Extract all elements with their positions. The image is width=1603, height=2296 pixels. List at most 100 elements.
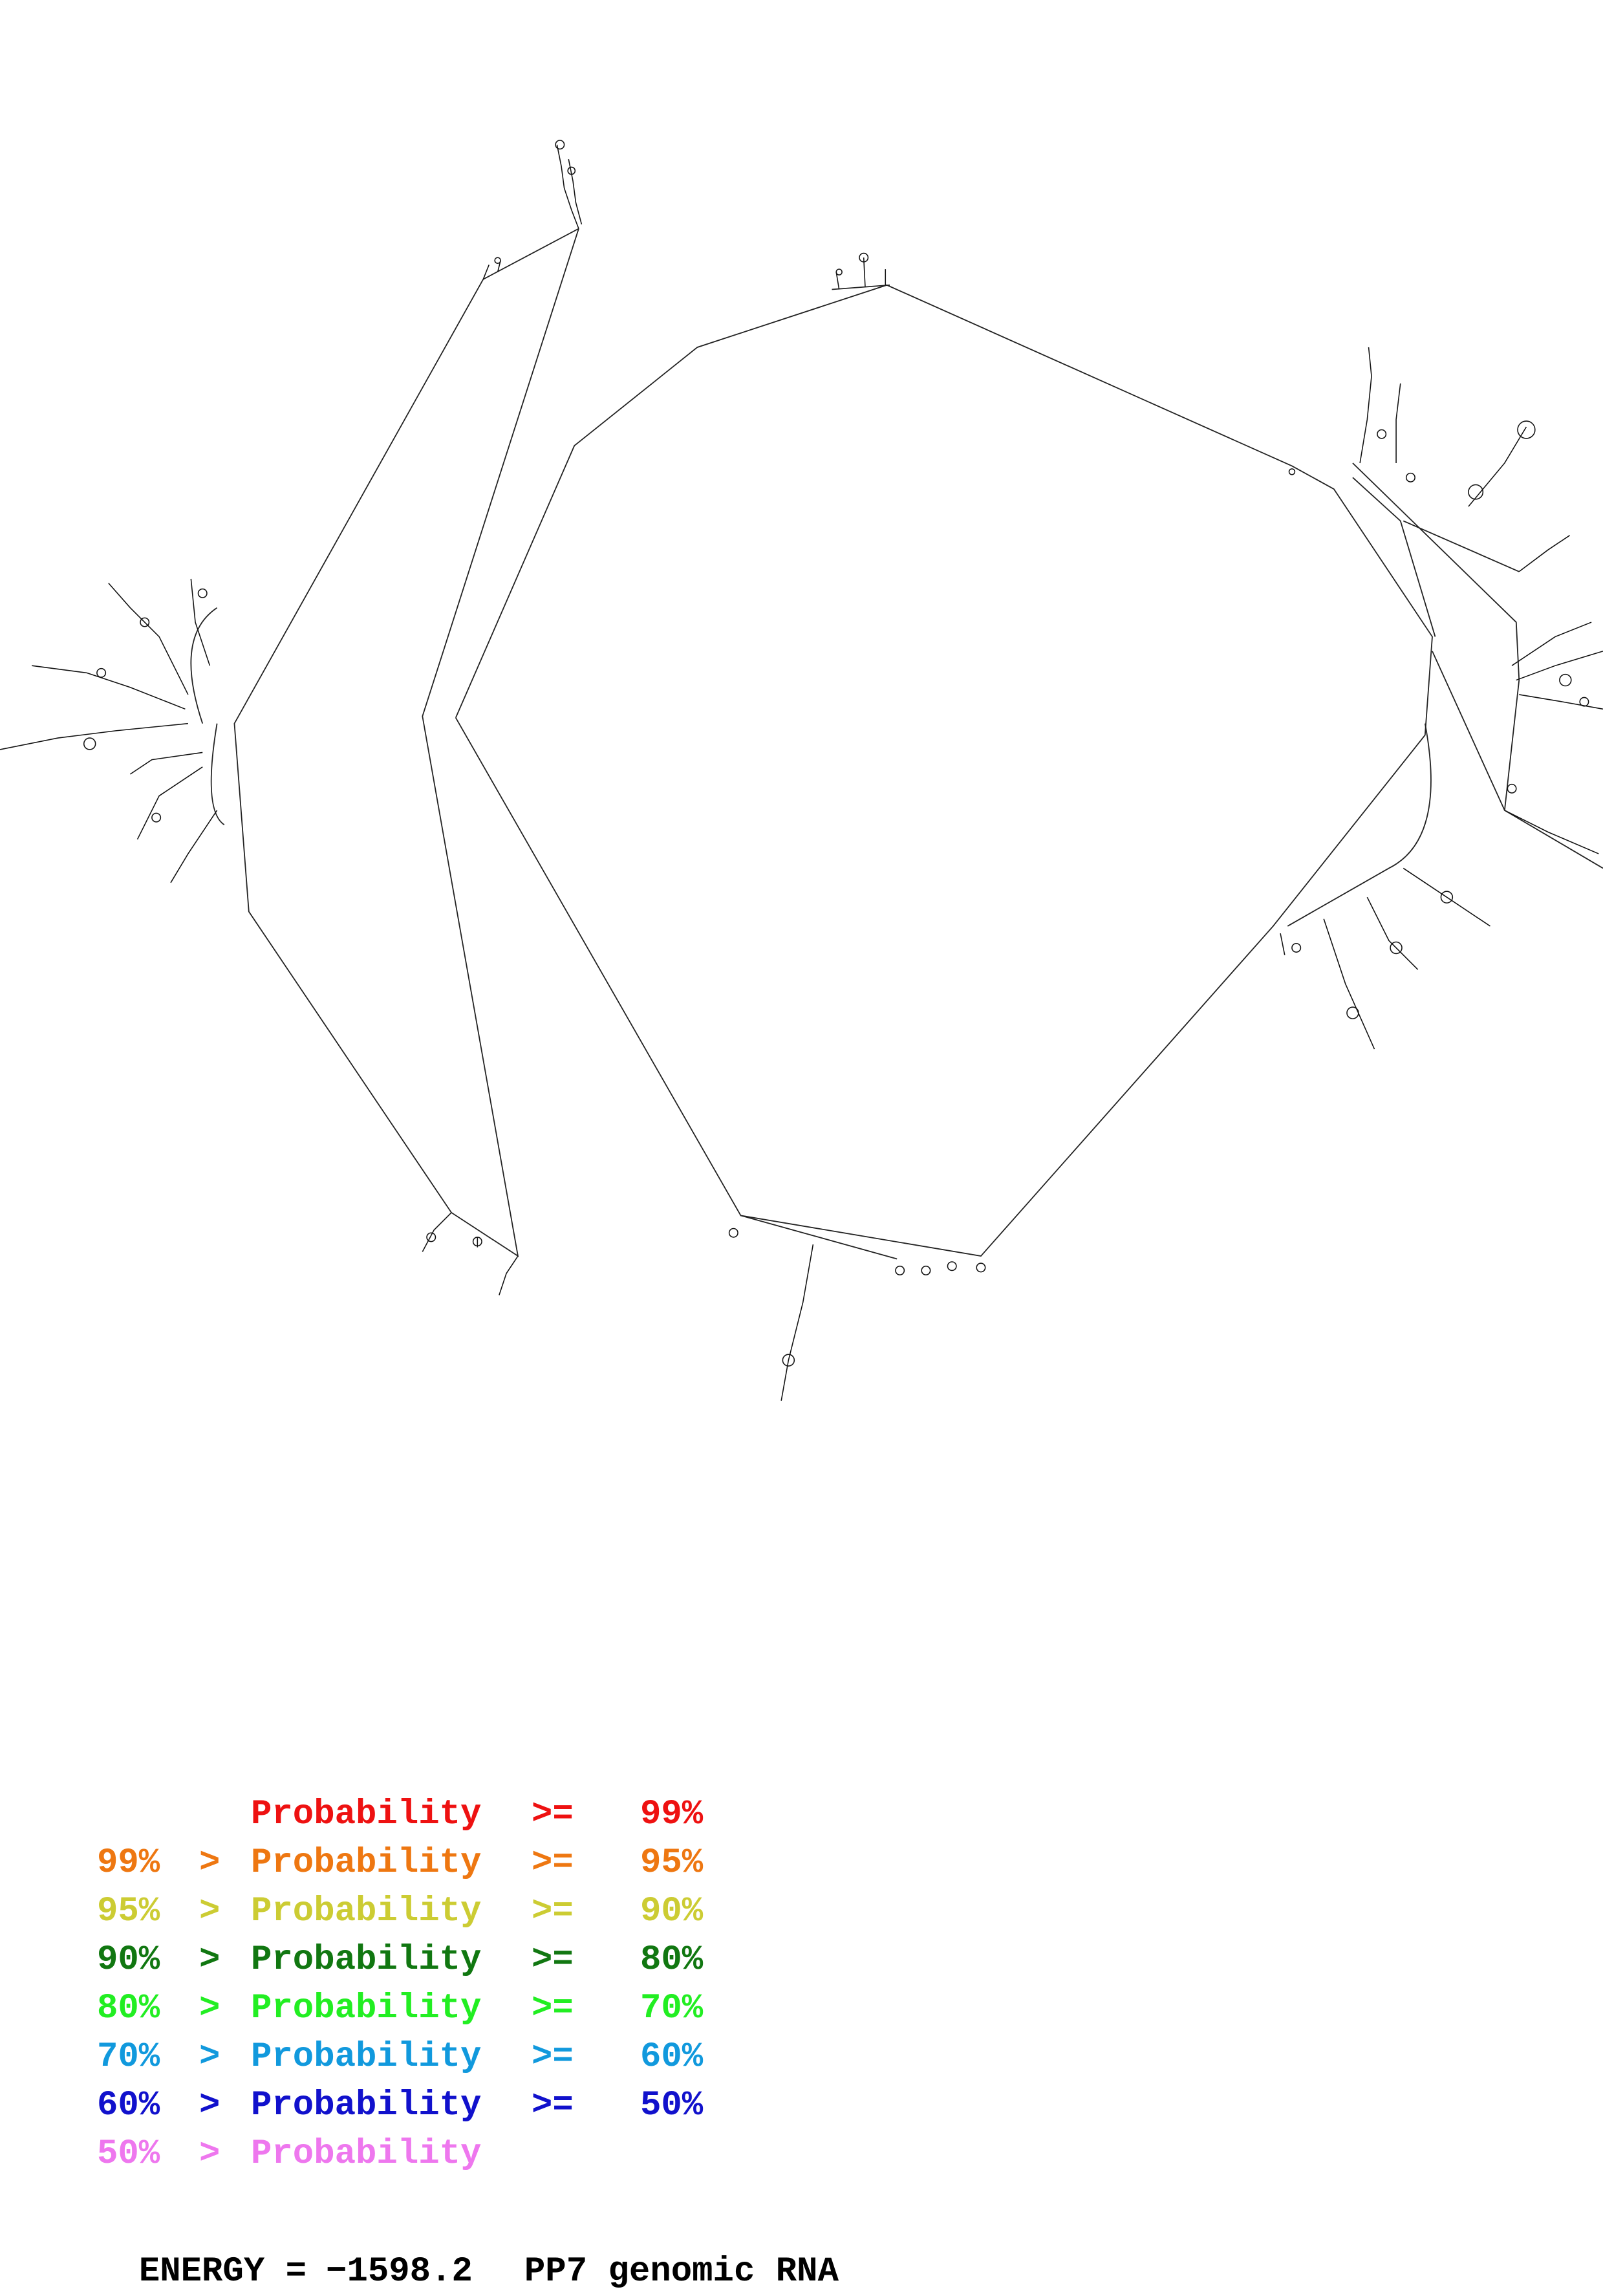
legend-ge-sign: >= bbox=[532, 1989, 574, 2028]
legend-row: 90% > Probability >= 80% bbox=[97, 1936, 1002, 1984]
legend-lower-bound: 60% bbox=[97, 2086, 160, 2125]
hairpin-stem bbox=[1395, 383, 1401, 463]
hairpin-loop bbox=[728, 1228, 738, 1238]
rna-secondary-structure-diagram bbox=[0, 140, 1603, 1401]
hairpin-stem bbox=[1323, 918, 1375, 1050]
hairpin-stem bbox=[422, 1212, 452, 1252]
backbone-line bbox=[210, 723, 225, 826]
hairpin-stem bbox=[190, 578, 211, 666]
legend-greater-sign: > bbox=[199, 2086, 221, 2125]
hairpin-loop bbox=[835, 268, 843, 276]
legend-upper-bound: 95% bbox=[640, 1843, 704, 1883]
hairpin-stem bbox=[1403, 867, 1490, 927]
legend-row: 99% > Probability >= 95% bbox=[97, 1839, 1002, 1887]
hairpin-stem bbox=[1511, 622, 1592, 666]
hairpin-stem bbox=[499, 1255, 519, 1295]
hairpin-loop bbox=[1377, 429, 1387, 439]
legend-greater-sign: > bbox=[199, 2037, 221, 2077]
hairpin-stem bbox=[1359, 347, 1372, 464]
legend-lower-bound: 95% bbox=[97, 1892, 160, 1931]
hairpin-loop bbox=[1390, 941, 1403, 955]
backbone-line bbox=[1403, 520, 1520, 572]
hairpin-loop bbox=[1291, 942, 1302, 953]
legend-upper-bound: 70% bbox=[640, 1989, 704, 2028]
legend-lower-bound: 50% bbox=[97, 2134, 160, 2174]
legend-lower-bound: 70% bbox=[97, 2037, 160, 2077]
hairpin-stem bbox=[1468, 426, 1527, 507]
hairpin-loop bbox=[1405, 472, 1415, 482]
hairpin-stem bbox=[1280, 933, 1286, 955]
hairpin-stem bbox=[835, 257, 887, 290]
hairpin-stem bbox=[1516, 651, 1603, 681]
hairpin-stem bbox=[136, 766, 203, 840]
hairpin-loop bbox=[472, 1237, 482, 1247]
legend-row: 60% > Probability >= 50% bbox=[97, 2081, 1002, 2130]
legend-greater-sign: > bbox=[199, 1892, 221, 1931]
hairpin-stem bbox=[556, 144, 583, 229]
hairpin-loop bbox=[1507, 783, 1517, 794]
hairpin-loop bbox=[426, 1232, 436, 1242]
hairpin-stem bbox=[780, 1244, 814, 1401]
hairpin-loop bbox=[859, 252, 869, 263]
legend-ge-sign: >= bbox=[532, 1795, 574, 1834]
hairpin-loop bbox=[895, 1265, 905, 1275]
backbone-line bbox=[1352, 462, 1603, 869]
legend-lower-bound: 99% bbox=[97, 1843, 160, 1883]
energy-label: ENERGY = bbox=[138, 2252, 307, 2291]
legend-greater-sign: > bbox=[199, 1940, 221, 1980]
legend-label: Probability bbox=[251, 2086, 482, 2125]
hairpin-loop bbox=[1579, 697, 1589, 707]
hairpin-loop bbox=[921, 1265, 931, 1275]
hairpin-loop bbox=[947, 1261, 957, 1272]
hairpin-loop bbox=[1468, 484, 1484, 500]
hairpin-stem bbox=[1519, 694, 1603, 710]
backbone-line bbox=[455, 284, 1433, 1257]
backbone-line bbox=[233, 228, 579, 1257]
energy-footer: ENERGY = −1598.2 PP7 genomic RNA bbox=[97, 2199, 839, 2296]
legend-upper-bound: 50% bbox=[640, 2086, 704, 2125]
legend-ge-sign: >= bbox=[532, 2037, 574, 2077]
hairpin-stem bbox=[32, 665, 186, 710]
legend-label: Probability bbox=[251, 1989, 482, 2028]
hairpin-loop bbox=[782, 1354, 795, 1367]
hairpin-stem bbox=[1504, 810, 1599, 854]
legend-label: Probability bbox=[251, 1843, 482, 1883]
hairpin-stem bbox=[129, 752, 203, 775]
legend-ge-sign: >= bbox=[532, 1892, 574, 1931]
legend-upper-bound: 99% bbox=[640, 1795, 704, 1834]
legend-row: 80% > Probability >= 70% bbox=[97, 1984, 1002, 2033]
legend-row: Probability >= 99% bbox=[97, 1790, 1002, 1839]
legend-greater-sign: > bbox=[199, 1989, 221, 2028]
hairpin-stem bbox=[0, 722, 188, 750]
hairpin-loop bbox=[555, 140, 565, 150]
legend-greater-sign: > bbox=[199, 2134, 221, 2174]
hairpin-loop bbox=[96, 667, 107, 678]
legend-row: 50% > Probability bbox=[97, 2130, 1002, 2178]
legend-lower-bound: 90% bbox=[97, 1940, 160, 1980]
hairpin-stem bbox=[1366, 896, 1419, 970]
hairpin-loop bbox=[151, 812, 162, 823]
hairpin-loop bbox=[567, 166, 576, 175]
hairpin-stem bbox=[1518, 535, 1570, 572]
legend-ge-sign: >= bbox=[532, 1940, 574, 1980]
hairpin-stem bbox=[108, 583, 189, 695]
legend-label: Probability bbox=[251, 1795, 482, 1834]
backbone-line bbox=[190, 607, 218, 724]
legend-ge-sign: >= bbox=[532, 2086, 574, 2125]
legend-label: Probability bbox=[251, 2134, 482, 2174]
hairpin-loop bbox=[140, 617, 150, 627]
rna-name: PP7 genomic RNA bbox=[524, 2252, 839, 2291]
legend-greater-sign: > bbox=[199, 1843, 221, 1883]
hairpin-loop bbox=[1346, 1006, 1359, 1019]
legend-row: 70% > Probability >= 60% bbox=[97, 2033, 1002, 2081]
probability-legend: Probability >= 99% 99% > Probability >= 95% 95% >… bbox=[97, 1790, 1002, 2178]
hairpin-loop bbox=[197, 588, 208, 598]
backbone-line bbox=[1287, 723, 1432, 927]
backbone-line bbox=[832, 284, 890, 290]
legend-ge-sign: >= bbox=[532, 1843, 574, 1883]
backbone-line bbox=[1352, 477, 1436, 637]
hairpin-stem bbox=[170, 810, 218, 883]
hairpin-loop bbox=[83, 737, 96, 750]
hairpin-loop bbox=[1288, 468, 1296, 475]
backbone-line bbox=[740, 1215, 898, 1260]
